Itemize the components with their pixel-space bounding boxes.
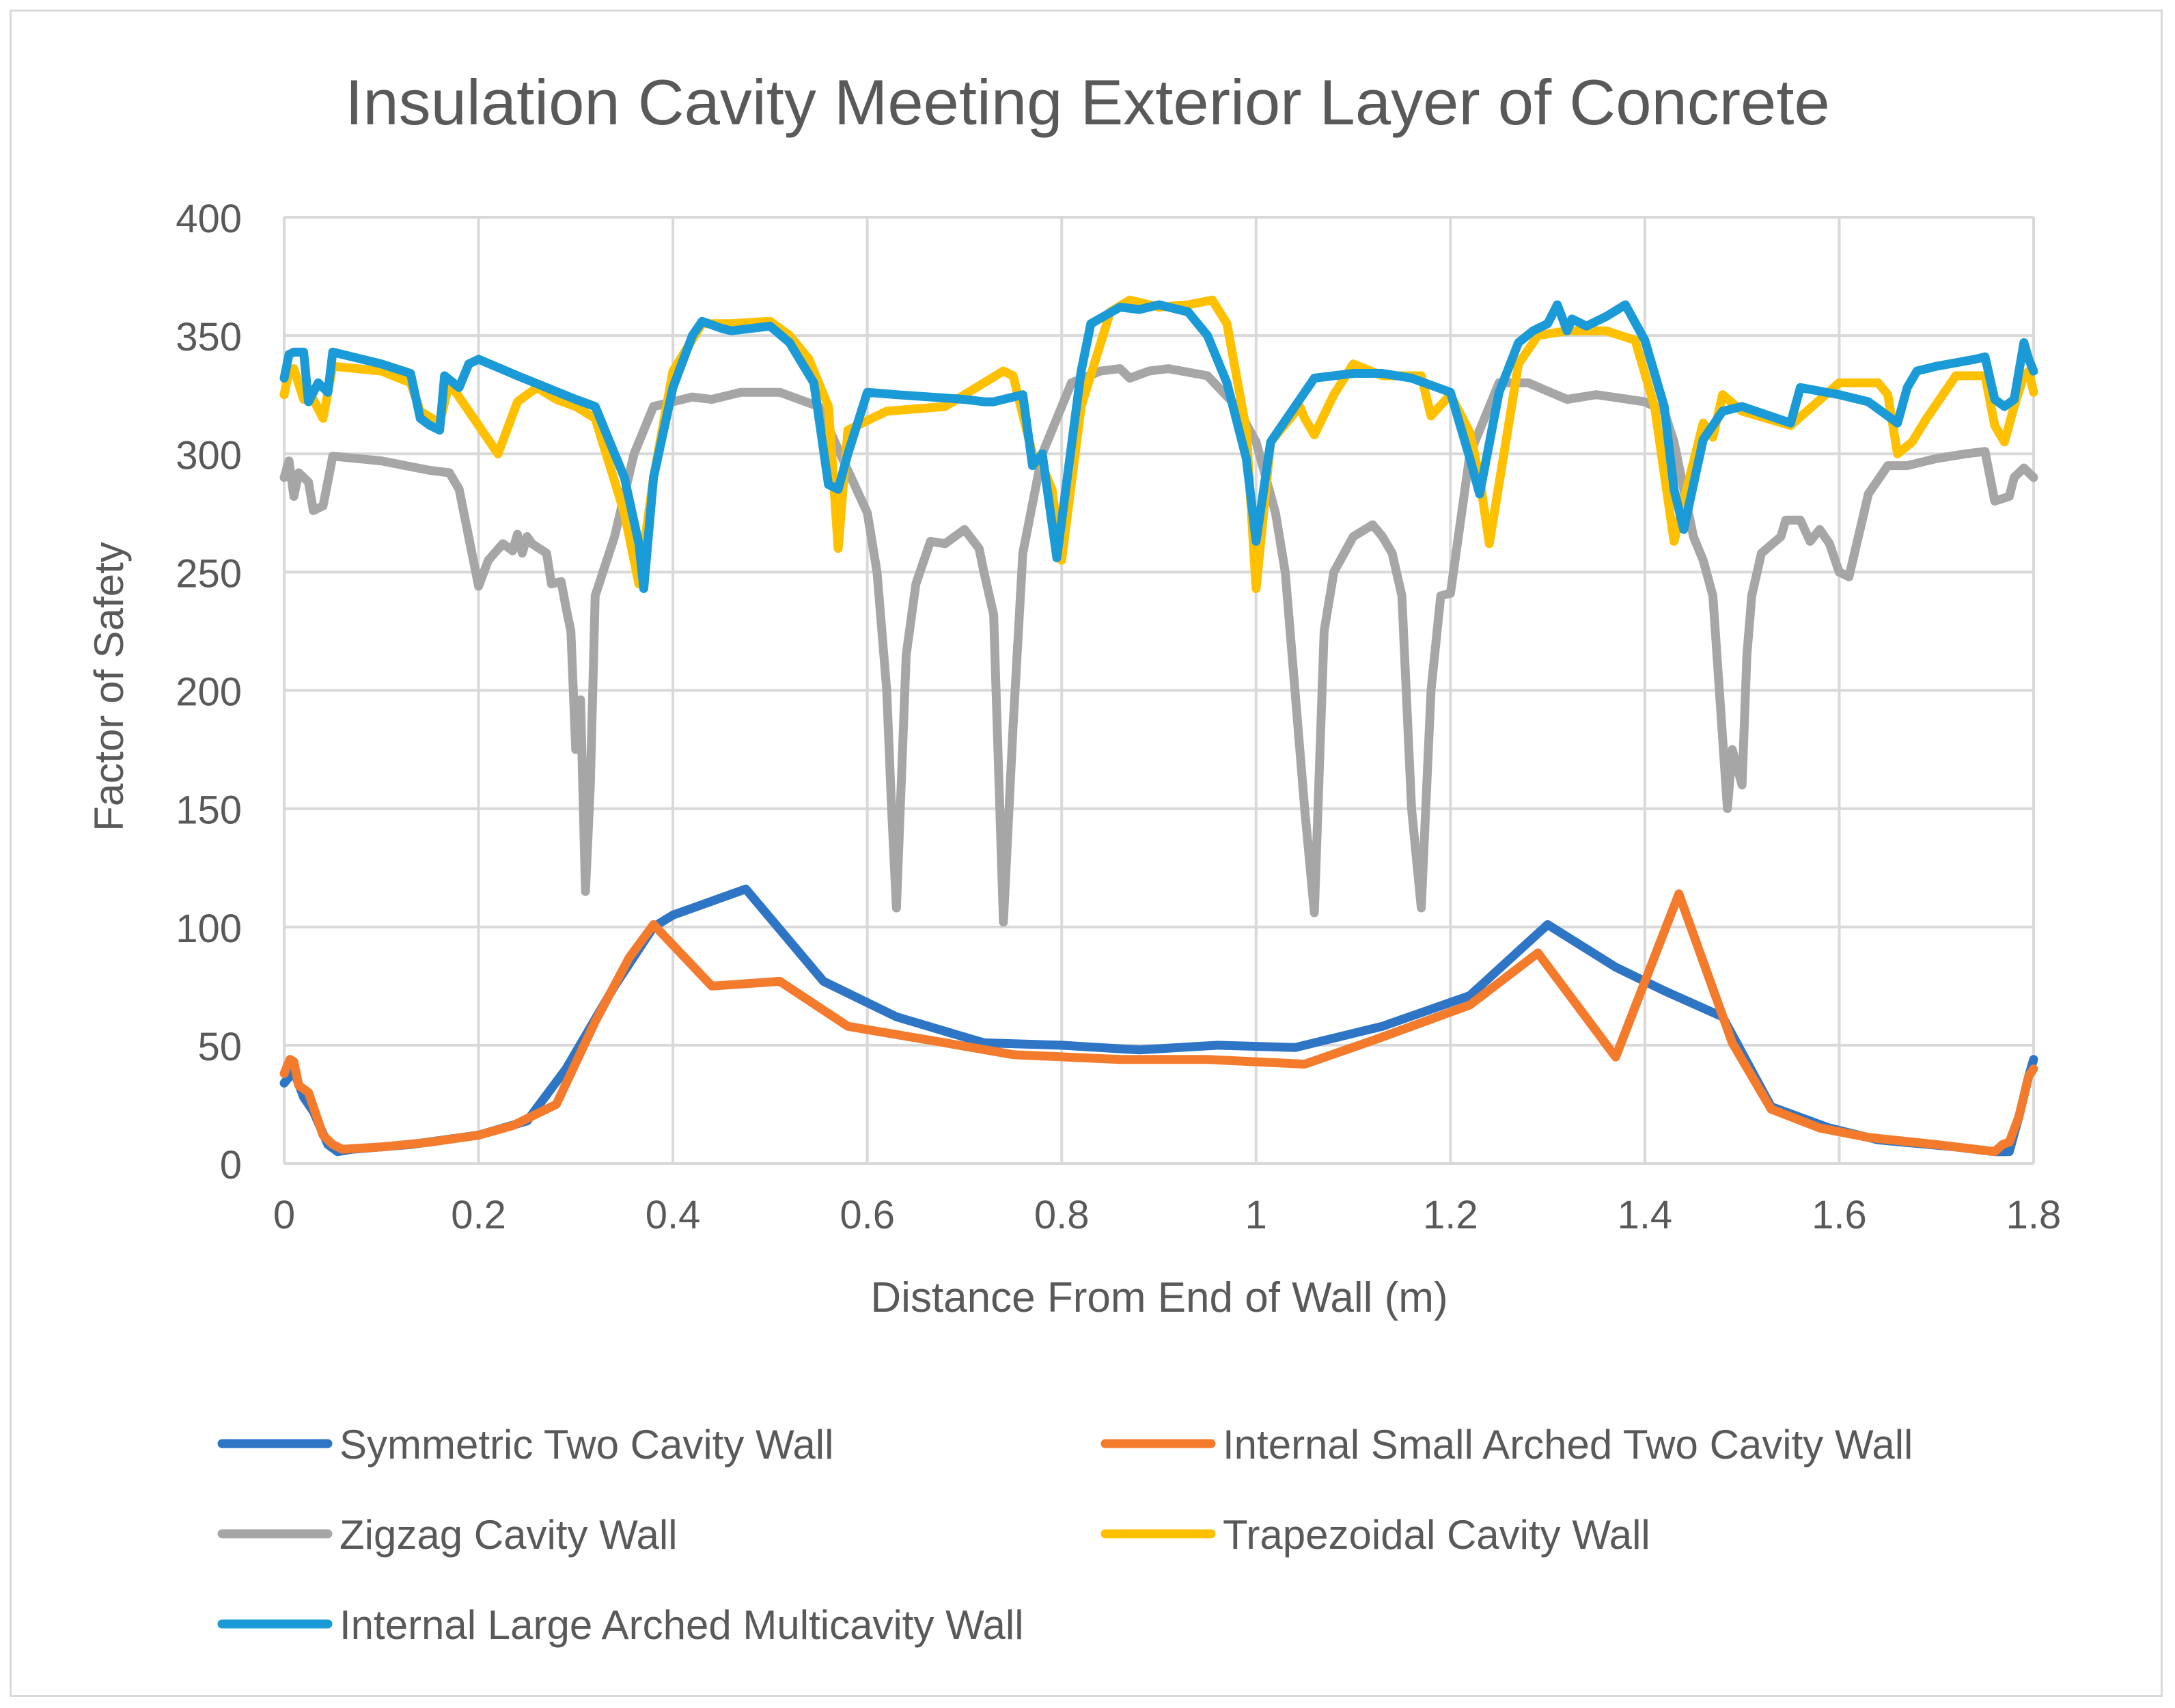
y-tick-label: 200 bbox=[176, 670, 242, 715]
x-tick-label: 0.8 bbox=[1034, 1193, 1090, 1237]
x-tick-label: 0.4 bbox=[646, 1193, 701, 1237]
y-tick-label: 300 bbox=[176, 433, 242, 478]
x-tick-label: 1.8 bbox=[2006, 1193, 2062, 1237]
y-tick-label: 150 bbox=[176, 788, 242, 833]
legend-label-1: Internal Small Arched Two Cavity Wall bbox=[1223, 1422, 1913, 1468]
series-lines bbox=[279, 295, 2038, 1157]
x-tick-label: 0 bbox=[273, 1193, 295, 1237]
x-tick-label: 1 bbox=[1245, 1193, 1267, 1237]
y-axis-ticks: 0 50 100 150 200 250 300 350 400 bbox=[176, 197, 242, 1187]
series-line-1 bbox=[279, 889, 2038, 1157]
x-tick-label: 1.4 bbox=[1618, 1193, 1673, 1237]
chart-frame bbox=[10, 10, 2163, 1697]
legend-label-4: Internal Large Arched Multicavity Wall bbox=[340, 1602, 1024, 1648]
legend-label-3: Trapezoidal Cavity Wall bbox=[1223, 1512, 1650, 1558]
x-axis-ticks: 0 0.2 0.4 0.6 0.8 1 1.2 1.4 1.6 1.8 bbox=[273, 1193, 2061, 1237]
series-line-2 bbox=[279, 364, 2038, 927]
x-axis-label: Distance From End of Wall (m) bbox=[870, 1274, 1447, 1321]
legend-label-2: Zigzag Cavity Wall bbox=[340, 1512, 678, 1558]
legend-label-0: Symmetric Two Cavity Wall bbox=[340, 1422, 833, 1468]
legend: Symmetric Two Cavity Wall Internal Small … bbox=[217, 1422, 1913, 1648]
x-tick-label: 0.6 bbox=[840, 1193, 895, 1237]
y-tick-label: 400 bbox=[176, 197, 242, 241]
y-tick-label: 100 bbox=[176, 907, 242, 951]
y-tick-label: 0 bbox=[220, 1143, 242, 1187]
y-tick-label: 350 bbox=[176, 315, 242, 359]
y-tick-label: 250 bbox=[176, 551, 242, 596]
x-tick-label: 1.6 bbox=[1812, 1193, 1867, 1237]
y-axis-label: Factor of Safety bbox=[86, 542, 132, 831]
series-line-4 bbox=[279, 300, 2038, 594]
gridlines bbox=[283, 216, 2035, 1165]
x-tick-label: 1.2 bbox=[1423, 1193, 1478, 1237]
chart-title: Insulation Cavity Meeting Exterior Layer… bbox=[345, 66, 1829, 138]
x-tick-label: 0.2 bbox=[451, 1193, 506, 1237]
y-tick-label: 50 bbox=[197, 1025, 242, 1069]
